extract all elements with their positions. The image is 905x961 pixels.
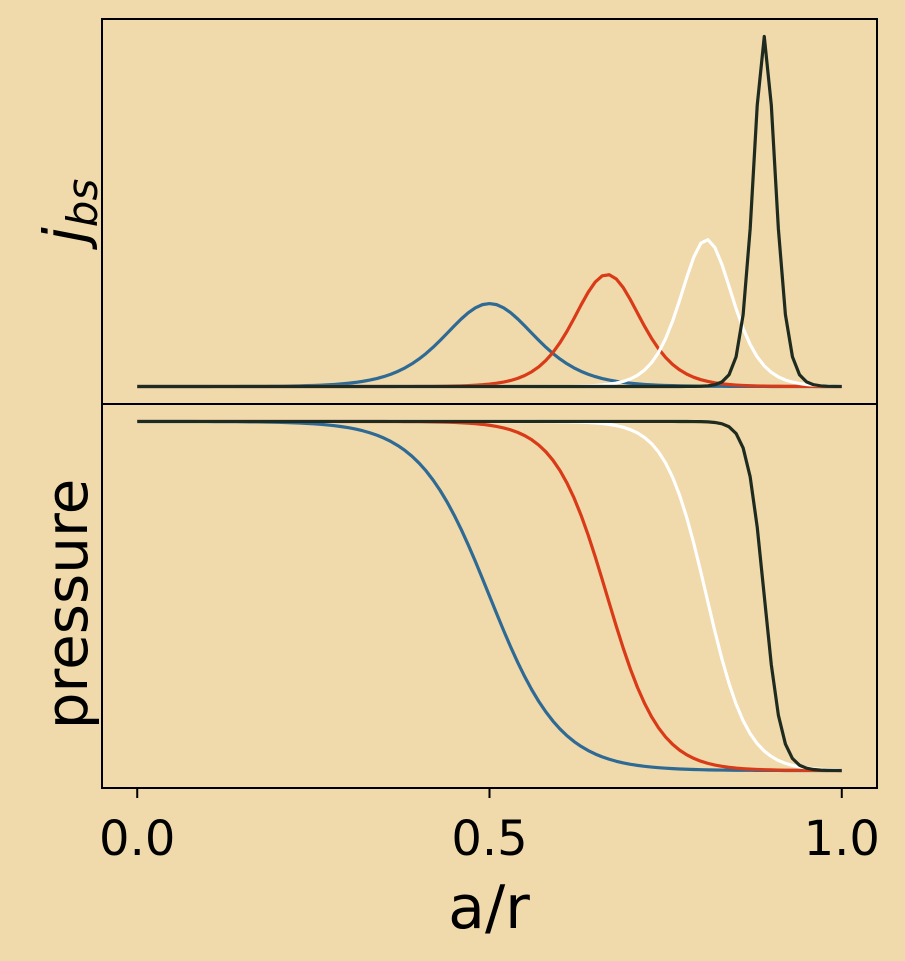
x-tick-label: 1.0 (804, 811, 880, 867)
x-axis-label: a/r (448, 873, 530, 943)
x-tick-label: 0.5 (451, 811, 527, 867)
x-ticks-group: 0.0 0.5 1.0 (99, 788, 880, 867)
x-tick-label: 0.0 (99, 811, 175, 867)
bottom-panel-ylabel: pressure (33, 479, 101, 730)
jbs-series-line-4 (137, 34, 842, 389)
pressure-series-line-4 (137, 419, 842, 773)
top-series-group (137, 34, 842, 389)
bottom-series-group (137, 419, 842, 773)
ylabel-subscript: bs (58, 179, 107, 228)
bottom-panel: 0.0 0.5 1.0 pressure a/r (33, 403, 880, 943)
